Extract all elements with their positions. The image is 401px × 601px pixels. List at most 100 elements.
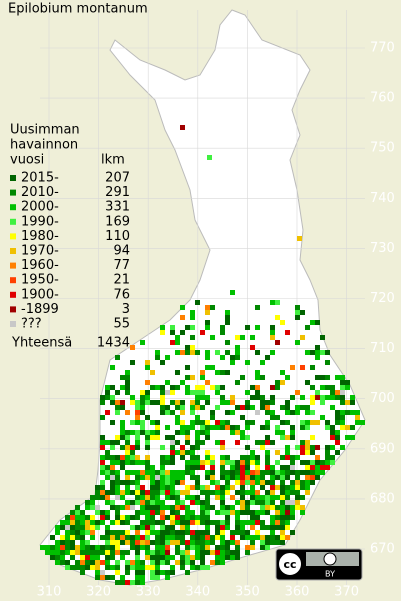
legend-swatch: [10, 233, 16, 240]
record-square: [105, 470, 110, 475]
record-square: [200, 465, 205, 470]
record-square: [110, 530, 115, 535]
record-square: [125, 480, 130, 485]
record-square: [170, 535, 175, 540]
record-square: [225, 485, 230, 490]
legend-heading: havainnon: [10, 138, 78, 153]
record-square: [105, 385, 110, 390]
record-square: [160, 400, 165, 405]
record-square: [125, 565, 130, 570]
record-square: [270, 300, 275, 305]
legend-label: 1980-: [21, 229, 59, 244]
record-square: [265, 535, 270, 540]
record-square: [215, 425, 220, 430]
record-square: [160, 570, 165, 575]
record-square: [145, 545, 150, 550]
record-square: [215, 405, 220, 410]
record-square: [140, 490, 145, 495]
record-square: [260, 500, 265, 505]
record-square: [95, 565, 100, 570]
record-square: [290, 480, 295, 485]
record-square: [120, 530, 125, 535]
record-square: [125, 520, 130, 525]
record-square: [70, 530, 75, 535]
record-square: [120, 550, 125, 555]
record-square: [160, 490, 165, 495]
record-square: [140, 510, 145, 515]
record-square: [115, 545, 120, 550]
record-square: [180, 540, 185, 545]
record-square: [175, 385, 180, 390]
record-square: [260, 360, 265, 365]
record-square: [255, 480, 260, 485]
record-square: [55, 560, 60, 565]
record-square: [135, 545, 140, 550]
record-square: [140, 410, 145, 415]
record-square: [115, 550, 120, 555]
record-square: [300, 505, 305, 510]
record-square: [140, 540, 145, 545]
record-square: [165, 355, 170, 360]
record-square: [200, 535, 205, 540]
record-square: [175, 490, 180, 495]
record-square: [145, 400, 150, 405]
record-square: [90, 560, 95, 565]
record-square: [220, 425, 225, 430]
record-square: [215, 560, 220, 565]
record-square: [200, 550, 205, 555]
record-square: [175, 350, 180, 355]
record-square: [245, 460, 250, 465]
record-square: [95, 560, 100, 565]
record-square: [195, 565, 200, 570]
record-square: [245, 470, 250, 475]
record-square: [225, 420, 230, 425]
record-square: [170, 510, 175, 515]
record-square: [285, 510, 290, 515]
record-square: [310, 320, 315, 325]
record-square: [315, 375, 320, 380]
record-square: [195, 395, 200, 400]
record-square: [165, 460, 170, 465]
record-square: [270, 525, 275, 530]
record-square: [105, 555, 110, 560]
record-square: [195, 520, 200, 525]
record-square: [335, 415, 340, 420]
record-square: [135, 435, 140, 440]
record-square: [90, 505, 95, 510]
record-square: [100, 415, 105, 420]
record-square: [210, 465, 215, 470]
record-square: [120, 420, 125, 425]
license-badge: cc BY: [275, 548, 363, 581]
record-square: [335, 450, 340, 455]
record-square: [125, 390, 130, 395]
record-square: [120, 400, 125, 405]
record-square: [215, 485, 220, 490]
record-square: [240, 535, 245, 540]
record-square: [130, 430, 135, 435]
record-square: [310, 365, 315, 370]
legend-swatch: [10, 218, 16, 225]
record-square: [180, 525, 185, 530]
record-square: [290, 505, 295, 510]
record-square: [130, 540, 135, 545]
record-square: [155, 510, 160, 515]
record-square: [100, 445, 105, 450]
record-square: [160, 510, 165, 515]
record-square: [120, 575, 125, 580]
record-square: [225, 470, 230, 475]
record-square: [155, 575, 160, 580]
record-square: [165, 540, 170, 545]
record-square: [150, 480, 155, 485]
record-square: [180, 500, 185, 505]
record-square: [80, 520, 85, 525]
record-square: [285, 520, 290, 525]
record-square: [255, 440, 260, 445]
record-square: [345, 380, 350, 385]
record-square: [105, 575, 110, 580]
record-square: [150, 500, 155, 505]
record-square: [145, 365, 150, 370]
record-square: [240, 335, 245, 340]
record-square: [170, 340, 175, 345]
record-square: [230, 535, 235, 540]
record-square: [190, 515, 195, 520]
